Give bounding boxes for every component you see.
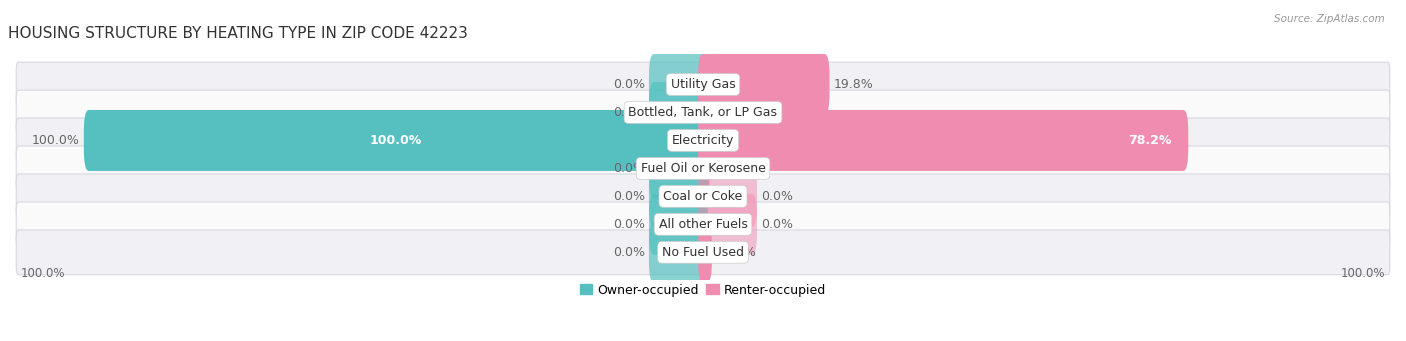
Text: 0.65%: 0.65% bbox=[716, 246, 756, 259]
FancyBboxPatch shape bbox=[84, 110, 707, 171]
FancyBboxPatch shape bbox=[699, 194, 756, 255]
FancyBboxPatch shape bbox=[699, 166, 756, 227]
FancyBboxPatch shape bbox=[699, 222, 711, 283]
Text: Fuel Oil or Kerosene: Fuel Oil or Kerosene bbox=[641, 162, 765, 175]
Text: Source: ZipAtlas.com: Source: ZipAtlas.com bbox=[1274, 14, 1385, 24]
Text: Bottled, Tank, or LP Gas: Bottled, Tank, or LP Gas bbox=[628, 106, 778, 119]
Text: 100.0%: 100.0% bbox=[1340, 267, 1385, 280]
FancyBboxPatch shape bbox=[17, 174, 1389, 219]
FancyBboxPatch shape bbox=[699, 82, 714, 143]
Text: All other Fuels: All other Fuels bbox=[658, 218, 748, 231]
Text: 0.0%: 0.0% bbox=[613, 78, 644, 91]
FancyBboxPatch shape bbox=[17, 146, 1389, 191]
FancyBboxPatch shape bbox=[650, 166, 707, 227]
Text: 0.0%: 0.0% bbox=[762, 190, 793, 203]
FancyBboxPatch shape bbox=[699, 138, 710, 199]
FancyBboxPatch shape bbox=[650, 222, 707, 283]
FancyBboxPatch shape bbox=[17, 202, 1389, 247]
FancyBboxPatch shape bbox=[17, 62, 1389, 107]
FancyBboxPatch shape bbox=[17, 90, 1389, 135]
Text: 0.3%: 0.3% bbox=[714, 162, 747, 175]
FancyBboxPatch shape bbox=[699, 54, 830, 115]
Text: 0.0%: 0.0% bbox=[613, 218, 644, 231]
Text: No Fuel Used: No Fuel Used bbox=[662, 246, 744, 259]
Text: 19.8%: 19.8% bbox=[834, 78, 873, 91]
Legend: Owner-occupied, Renter-occupied: Owner-occupied, Renter-occupied bbox=[575, 279, 831, 301]
FancyBboxPatch shape bbox=[650, 82, 707, 143]
Text: 100.0%: 100.0% bbox=[21, 267, 66, 280]
FancyBboxPatch shape bbox=[650, 54, 707, 115]
Text: Coal or Coke: Coal or Coke bbox=[664, 190, 742, 203]
FancyBboxPatch shape bbox=[650, 138, 707, 199]
FancyBboxPatch shape bbox=[650, 194, 707, 255]
Text: 0.0%: 0.0% bbox=[613, 190, 644, 203]
FancyBboxPatch shape bbox=[17, 118, 1389, 163]
FancyBboxPatch shape bbox=[17, 230, 1389, 275]
Text: 0.0%: 0.0% bbox=[762, 218, 793, 231]
Text: 0.0%: 0.0% bbox=[613, 106, 644, 119]
Text: 0.98%: 0.98% bbox=[718, 106, 758, 119]
Text: 78.2%: 78.2% bbox=[1128, 134, 1171, 147]
Text: 0.0%: 0.0% bbox=[613, 246, 644, 259]
Text: Utility Gas: Utility Gas bbox=[671, 78, 735, 91]
Text: HOUSING STRUCTURE BY HEATING TYPE IN ZIP CODE 42223: HOUSING STRUCTURE BY HEATING TYPE IN ZIP… bbox=[8, 26, 468, 41]
Text: 100.0%: 100.0% bbox=[31, 134, 80, 147]
Text: 100.0%: 100.0% bbox=[370, 134, 422, 147]
FancyBboxPatch shape bbox=[699, 110, 1188, 171]
Text: 0.0%: 0.0% bbox=[613, 162, 644, 175]
Text: Electricity: Electricity bbox=[672, 134, 734, 147]
